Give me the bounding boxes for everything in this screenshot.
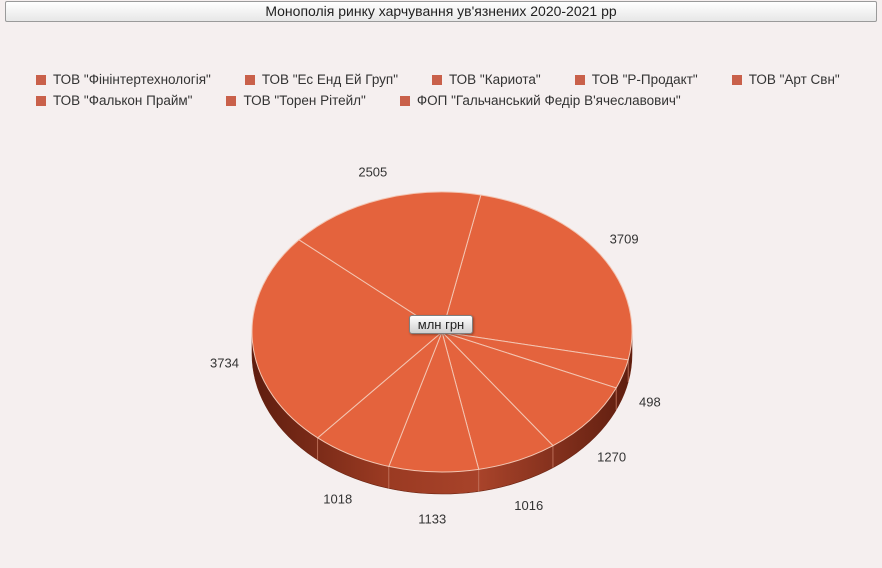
legend-item-6[interactable]: ТОВ "Торен Рітейл" — [226, 93, 366, 108]
legend-label: ТОВ "Р-Продакт" — [591, 72, 698, 87]
legend-label: ТОВ "Торен Рітейл" — [243, 93, 366, 108]
legend-item-0[interactable]: ТОВ "Фінінтертехнологія" — [36, 72, 211, 87]
legend-swatch — [226, 96, 237, 106]
legend-label: ТОВ "Фінінтертехнологія" — [53, 72, 211, 87]
legend-item-2[interactable]: ТОВ "Кариота" — [432, 72, 541, 87]
legend-row-2: ТОВ "Фалькон Прайм" ТОВ "Торен Рітейл" ФОП… — [36, 93, 876, 114]
pie-slice-6[interactable] — [251, 239, 443, 439]
pie-slice-7[interactable] — [298, 191, 482, 333]
legend-label: ТОВ "Арт Свн" — [748, 72, 840, 87]
pie-value-label-6: 3734 — [210, 355, 239, 370]
pie-value-label-3: 1016 — [514, 498, 543, 513]
legend-item-3[interactable]: ТОВ "Р-Продакт" — [574, 72, 698, 87]
legend-item-5[interactable]: ТОВ "Фалькон Прайм" — [36, 93, 192, 108]
legend-swatch — [574, 75, 585, 85]
legend-item-1[interactable]: ТОВ "Ес Енд Ей Груп" — [244, 72, 399, 87]
legend-item-7[interactable]: ФОП "Гальчанський Федір В'ячеславович" — [399, 93, 681, 108]
legend-row-1: ТОВ "Фінінтертехнологія" ТОВ "Ес Енд Ей Г… — [36, 72, 876, 93]
legend-swatch — [36, 96, 46, 106]
legend-swatch — [244, 75, 255, 85]
pie-value-label-5: 1018 — [323, 491, 352, 506]
legend-item-4[interactable]: ТОВ "Арт Свн" — [731, 72, 840, 87]
center-unit-label: млн грн — [409, 315, 473, 334]
pie-value-label-1: 498 — [639, 394, 661, 409]
pie-value-label-2: 1270 — [597, 449, 626, 464]
pie-value-label-4: 1133 — [418, 512, 446, 527]
legend-swatch — [731, 75, 742, 85]
legend-label: ФОП "Гальчанський Федір В'ячеславович" — [416, 93, 681, 108]
pie-value-label-7: 2505 — [358, 165, 387, 180]
legend-swatch — [36, 75, 46, 85]
legend-label: ТОВ "Ес Енд Ей Груп" — [261, 72, 399, 87]
legend-label: ТОВ "Кариота" — [449, 72, 541, 87]
legend-swatch — [399, 96, 410, 106]
legend-swatch — [432, 75, 443, 85]
pie-slice-0[interactable] — [441, 194, 633, 361]
pie-slice-2[interactable] — [441, 331, 617, 447]
chart-title: Монополія ринку харчування ув'язнених 20… — [5, 1, 877, 22]
legend-label: ТОВ "Фалькон Прайм" — [53, 93, 193, 108]
legend: ТОВ "Фінінтертехнологія" ТОВ "Ес Енд Ей Г… — [36, 72, 876, 114]
pie-value-label-0: 3709 — [610, 232, 639, 247]
